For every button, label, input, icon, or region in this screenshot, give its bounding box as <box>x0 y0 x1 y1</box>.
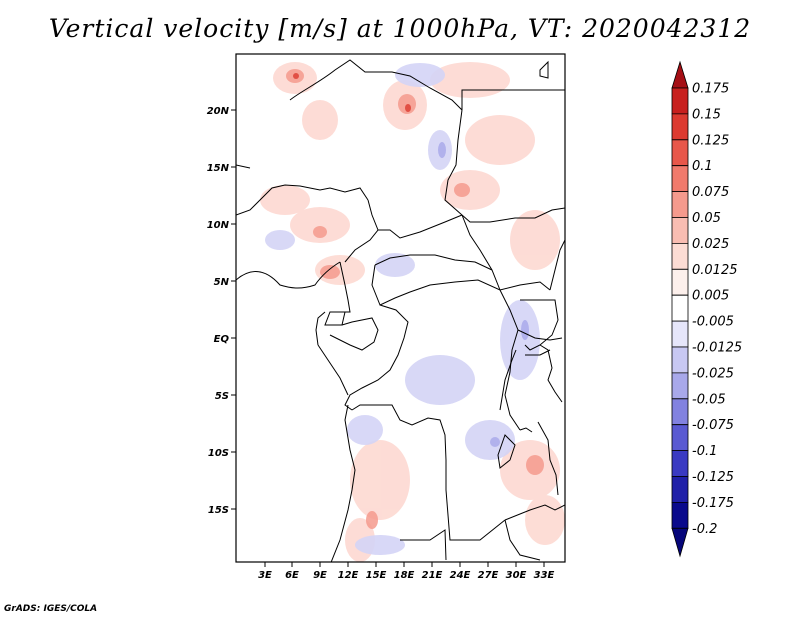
colorbar-label: 0.175 <box>692 82 729 97</box>
country-borders <box>236 59 565 562</box>
colorbar-label: -0.175 <box>692 496 734 511</box>
lat-label-15n: 15N <box>207 163 230 174</box>
colorbar-segment <box>671 424 689 451</box>
lon-label-30e: 30E <box>506 570 527 581</box>
lat-axis: 20N 15N 10N 5N EQ 5S 10S 15S <box>207 106 236 516</box>
colorbar-label: 0.1 <box>692 159 713 174</box>
lon-label-15e: 15E <box>366 570 387 581</box>
colorbar-label: 0.05 <box>692 211 721 226</box>
colorbar-segment <box>671 87 689 115</box>
colorbar-label: -0.05 <box>692 392 726 407</box>
colorbar-segment <box>671 527 689 558</box>
lat-label-15s: 15S <box>208 505 229 516</box>
lon-label-24e: 24E <box>450 570 471 581</box>
colorbar-label: 0.005 <box>692 289 729 304</box>
colorbar-segment <box>671 450 689 477</box>
colorbar-segment <box>671 268 689 296</box>
colorbar-label: 0.025 <box>692 237 729 252</box>
colorbar-label: 0.0125 <box>692 263 738 278</box>
colorbar-segment <box>671 191 689 218</box>
colorbar-label: 0.075 <box>692 185 729 200</box>
colorbar-label: -0.005 <box>692 315 734 330</box>
lon-label-18e: 18E <box>394 570 415 581</box>
colorbar-segment <box>671 139 689 167</box>
lon-label-33e: 33E <box>534 570 555 581</box>
lon-label-9e: 9E <box>313 570 327 581</box>
colorbar-segment <box>671 60 689 89</box>
colorbar-segment <box>671 372 689 400</box>
lat-label-10n: 10N <box>207 220 230 231</box>
grads-credit: GrADS: IGES/COLA <box>4 604 98 614</box>
colorbar-label: 0.125 <box>692 133 729 148</box>
colorbar-segment <box>671 243 689 270</box>
colorbar-label: 0.15 <box>692 107 721 122</box>
colorbar-label: -0.025 <box>692 366 734 381</box>
lon-label-12e: 12E <box>338 570 359 581</box>
colorbar-label: -0.0125 <box>692 341 742 356</box>
lon-label-3e: 3E <box>258 570 272 581</box>
colorbar-label: -0.2 <box>692 522 717 537</box>
colorbar-segment <box>671 502 689 529</box>
map-frame <box>235 53 566 563</box>
colorbar-segment <box>671 346 689 374</box>
colorbar-label: -0.075 <box>692 418 734 433</box>
velocity-shading <box>260 62 565 562</box>
lat-label-eq: EQ <box>214 334 230 345</box>
lat-label-20n: 20N <box>207 106 230 117</box>
colorbar-segment <box>671 294 689 322</box>
colorbar-label: -0.1 <box>692 444 717 459</box>
colorbar-segment <box>671 320 689 348</box>
lon-axis: 3E 6E 9E 12E 15E 18E 21E 24E 27E 30E 33E <box>258 562 555 581</box>
lat-label-10s: 10S <box>208 448 229 459</box>
lon-label-27e: 27E <box>478 570 499 581</box>
colorbar-segment <box>671 217 689 244</box>
colorbar: 0.175 0.15 0.125 0.1 0.075 0.05 0.025 0.0125 0.0… <box>671 60 742 558</box>
colorbar-segment <box>671 113 689 141</box>
lat-label-5s: 5S <box>215 391 229 402</box>
lat-label-5n: 5N <box>214 277 230 288</box>
lon-label-21e: 21E <box>422 570 443 581</box>
colorbar-segment <box>671 476 689 503</box>
colorbar-label: -0.125 <box>692 470 734 485</box>
lon-label-6e: 6E <box>285 570 299 581</box>
colorbar-segment <box>671 398 689 426</box>
colorbar-segment <box>671 165 689 192</box>
map-title: Vertical velocity [m/s] at 1000hPa, VT: … <box>48 14 752 43</box>
